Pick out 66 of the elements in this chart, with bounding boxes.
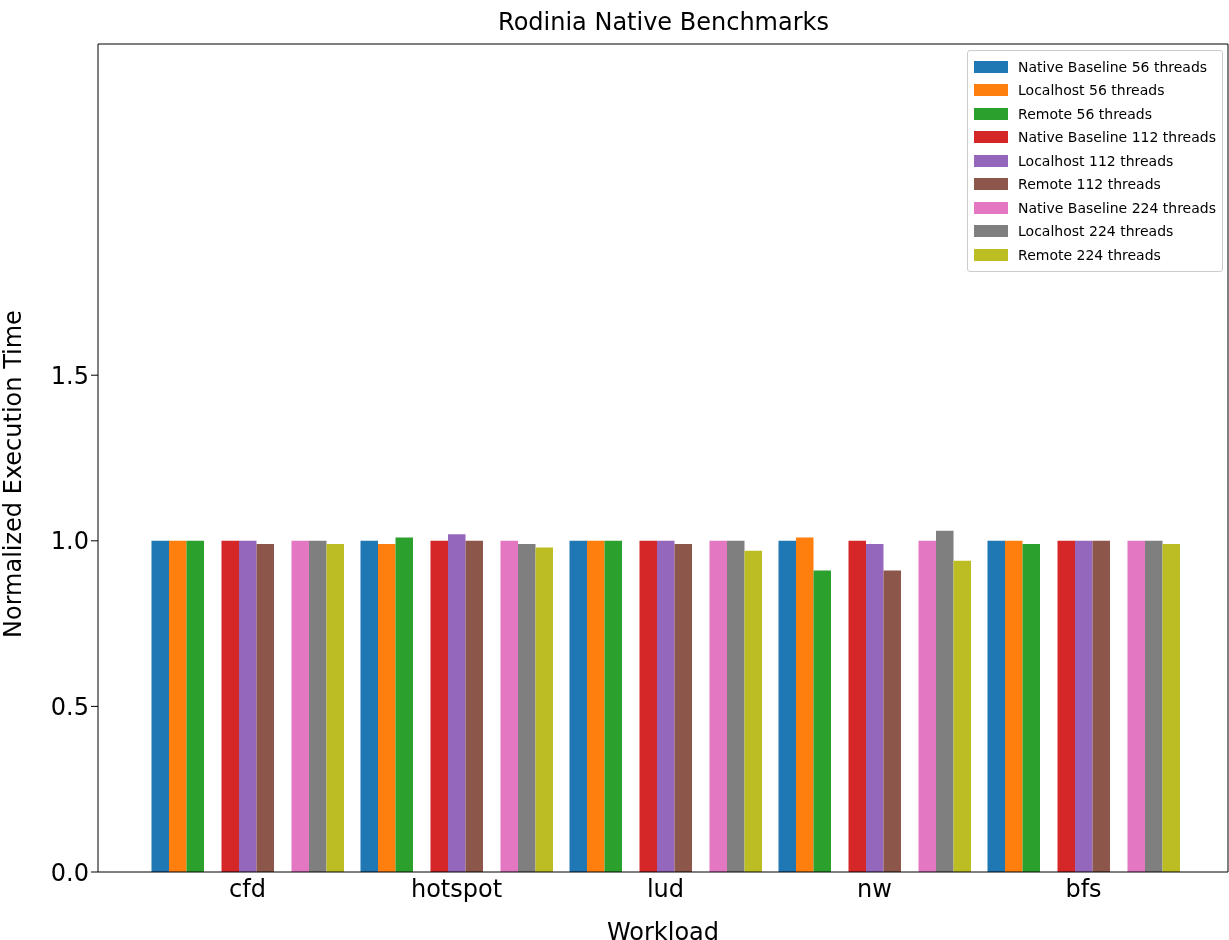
legend-label: Native Baseline 56 threads xyxy=(1018,58,1208,75)
bar xyxy=(813,570,831,872)
bar xyxy=(309,540,327,872)
bar xyxy=(936,530,954,872)
x-tick-label: lud xyxy=(646,875,685,904)
chart-title: Rodinia Native Benchmarks xyxy=(497,8,830,36)
bar xyxy=(778,540,796,872)
x-tick-label: bfs xyxy=(1065,875,1102,904)
bar xyxy=(500,540,518,872)
bar xyxy=(674,544,692,872)
x-tick-label: hotspot xyxy=(410,875,503,904)
bar xyxy=(1127,540,1145,872)
bar xyxy=(709,540,727,872)
y-axis-title: Normalized Execution Time xyxy=(0,310,27,638)
bar xyxy=(291,540,309,872)
bar xyxy=(186,540,204,872)
bar xyxy=(587,540,605,872)
bar xyxy=(848,540,866,872)
bar xyxy=(169,540,187,872)
bar xyxy=(1022,544,1040,872)
bar xyxy=(221,540,239,872)
bar xyxy=(1092,540,1110,872)
bar xyxy=(1005,540,1023,872)
bar xyxy=(866,544,884,872)
bar xyxy=(1162,544,1180,872)
bar xyxy=(727,540,745,872)
x-tick-label: nw xyxy=(857,875,892,904)
bar xyxy=(1075,540,1093,872)
y-tick-label: 1.0 xyxy=(50,527,89,556)
x-tick-label: cfd xyxy=(229,875,266,904)
bar xyxy=(796,537,814,872)
bar xyxy=(657,540,675,872)
bar xyxy=(360,540,378,872)
bar xyxy=(639,540,657,872)
legend-label: Native Baseline 112 threads xyxy=(1018,129,1216,146)
bar xyxy=(151,540,169,872)
legend-label: Localhost 224 threads xyxy=(1018,223,1174,240)
legend-label: Remote 56 threads xyxy=(1018,105,1152,122)
y-tick-label: 0.0 xyxy=(50,858,89,887)
bar xyxy=(1145,540,1163,872)
bar xyxy=(256,544,274,872)
bar xyxy=(378,544,396,872)
bar xyxy=(239,540,257,872)
bar xyxy=(448,534,466,872)
legend-label: Remote 224 threads xyxy=(1018,246,1161,263)
bar xyxy=(953,560,971,872)
bar xyxy=(465,540,483,872)
y-tick-label: 1.5 xyxy=(50,361,89,390)
bar xyxy=(518,544,536,872)
bar xyxy=(569,540,587,872)
legend-label: Localhost 56 threads xyxy=(1018,82,1165,99)
bar xyxy=(883,570,901,872)
bar xyxy=(604,540,622,872)
legend-label: Native Baseline 224 threads xyxy=(1018,199,1216,216)
legend-label: Localhost 112 threads xyxy=(1018,152,1174,169)
bar xyxy=(987,540,1005,872)
bar xyxy=(430,540,448,872)
bar xyxy=(395,537,413,872)
bar xyxy=(326,544,344,872)
bar xyxy=(1057,540,1075,872)
legend-label: Remote 112 threads xyxy=(1018,176,1161,193)
bar xyxy=(744,550,762,872)
bar xyxy=(918,540,936,872)
bar xyxy=(535,547,553,872)
x-axis-title: Workload xyxy=(606,918,720,940)
y-tick-label: 0.5 xyxy=(50,692,89,721)
